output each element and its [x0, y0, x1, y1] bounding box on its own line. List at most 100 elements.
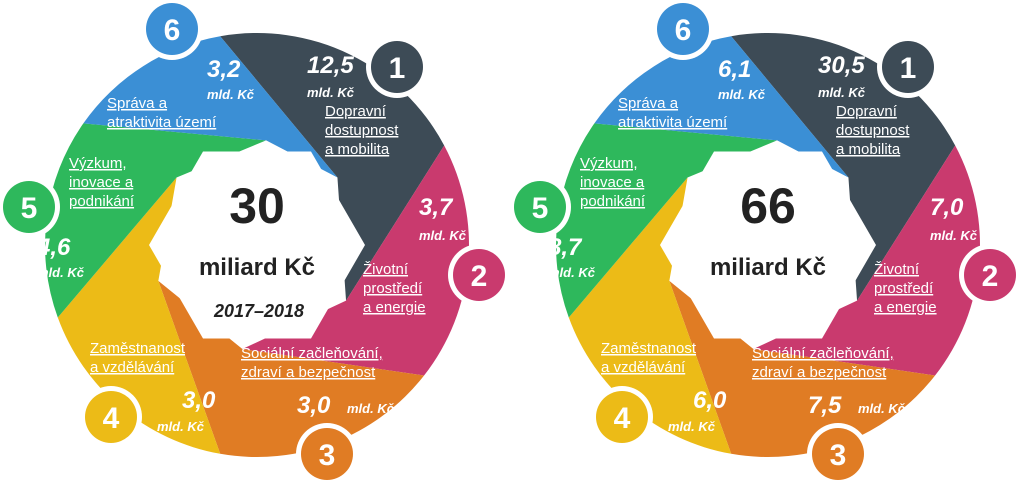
badge-5	[3, 181, 55, 233]
period-label: 2017–2018	[213, 301, 304, 321]
segment-3-unit: mld. Kč	[347, 401, 395, 416]
total-value: 30	[229, 178, 285, 234]
badge-number-5: 5	[21, 192, 38, 225]
badge-number-2: 2	[982, 260, 999, 293]
badge-1	[882, 41, 934, 93]
segment-1-link[interactable]: Dopravní	[325, 103, 387, 120]
segment-5	[556, 123, 778, 318]
segment-4	[568, 177, 732, 454]
badge-2	[453, 249, 505, 301]
segment-2-link[interactable]: Životní	[874, 261, 920, 278]
segment-5-value: 8,7	[548, 234, 583, 261]
segment-2-link[interactable]: a energie	[363, 299, 426, 316]
badge-6	[146, 3, 198, 55]
segment-4-link[interactable]: Zaměstnanost	[90, 340, 186, 357]
segment-3-unit: mld. Kč	[858, 401, 906, 416]
badge-number-1: 1	[900, 52, 917, 85]
segment-6-unit: mld. Kč	[718, 87, 766, 102]
segment-5-link[interactable]: Výzkum,	[69, 155, 127, 172]
badge-number-4: 4	[103, 402, 120, 435]
segment-3	[669, 280, 936, 457]
segment-4-link[interactable]: Zaměstnanost	[601, 340, 697, 357]
segment-2-value: 3,7	[419, 194, 454, 221]
badge-5	[514, 181, 566, 233]
badge-4	[85, 391, 137, 443]
segment-5-link[interactable]: podnikání	[69, 193, 135, 210]
segment-3-link[interactable]: zdraví a bezpečnost	[241, 364, 376, 381]
segment-1-link[interactable]: a mobilita	[325, 141, 390, 158]
segment-2-unit: mld. Kč	[930, 228, 978, 243]
segment-6-unit: mld. Kč	[207, 87, 255, 102]
segment-6-link[interactable]: Správa a	[107, 95, 168, 112]
segment-2-link[interactable]: prostředí	[363, 280, 423, 297]
segment-3	[158, 280, 425, 457]
segment-4-value: 3,0	[182, 387, 216, 414]
segment-1-unit: mld. Kč	[307, 85, 355, 100]
badge-6	[657, 3, 709, 55]
segment-5-unit: mld. Kč	[37, 265, 85, 280]
segment-6-value: 3,2	[207, 56, 241, 83]
diagram-2: 66 miliard Kč 30,5 mld. Kč Dopravní dostupnos…	[509, 0, 1021, 485]
segment-1-value: 12,5	[307, 52, 354, 79]
segment-1	[220, 32, 445, 301]
badge-3	[812, 428, 864, 480]
segment-1-link[interactable]: Dopravní	[836, 103, 898, 120]
segment-5	[44, 123, 267, 318]
segment-2-link[interactable]: a energie	[874, 299, 937, 316]
segment-6-link[interactable]: atraktivita území	[107, 114, 217, 131]
centre-hexagon	[660, 151, 876, 339]
badge-4	[596, 391, 648, 443]
badge-number-6: 6	[675, 14, 692, 47]
segment-4-unit: mld. Kč	[157, 419, 205, 434]
badge-number-5: 5	[532, 192, 549, 225]
segment-1-link[interactable]: dostupnost	[836, 122, 910, 139]
segment-5-link[interactable]: podnikání	[580, 193, 646, 210]
segment-6-link[interactable]: Správa a	[618, 95, 679, 112]
segment-2	[753, 145, 980, 376]
segment-5-value: 4,6	[36, 234, 71, 261]
badge-number-6: 6	[164, 14, 181, 47]
total-value: 66	[740, 178, 796, 234]
segment-1-link[interactable]: a mobilita	[836, 141, 901, 158]
segment-4-unit: mld. Kč	[668, 419, 716, 434]
segment-5-link[interactable]: inovace a	[580, 174, 645, 191]
segment-1-value: 30,5	[818, 52, 865, 79]
badge-number-4: 4	[614, 402, 631, 435]
segment-1	[731, 33, 956, 301]
badge-number-3: 3	[319, 439, 336, 472]
total-unit: miliard Kč	[199, 254, 315, 281]
segment-5-link[interactable]: Výzkum,	[580, 155, 638, 172]
diagram-1: 30 miliard Kč 2017–2018 12,5 mld. Kč Dopravní…	[0, 0, 510, 485]
segment-2-link[interactable]: Životní	[363, 261, 409, 278]
segment-6	[594, 36, 849, 178]
segment-2-unit: mld. Kč	[419, 228, 467, 243]
segment-5-unit: mld. Kč	[548, 265, 596, 280]
badge-3	[301, 428, 353, 480]
segment-3-value: 7,5	[808, 392, 842, 419]
total-unit: miliard Kč	[710, 254, 826, 281]
segment-6	[83, 36, 338, 178]
badge-2	[964, 249, 1016, 301]
segment-1-unit: mld. Kč	[818, 85, 866, 100]
badge-number-3: 3	[830, 439, 847, 472]
segment-3-value: 3,0	[297, 392, 331, 419]
badge-number-2: 2	[471, 260, 488, 293]
segment-2-link[interactable]: prostředí	[874, 280, 934, 297]
segment-6-value: 6,1	[718, 56, 751, 83]
segment-3-link[interactable]: Sociální začleňování,	[241, 345, 383, 362]
segment-4	[57, 177, 221, 454]
segment-5-link[interactable]: inovace a	[69, 174, 134, 191]
segment-4-link[interactable]: a vzdělávání	[90, 359, 175, 376]
badge-number-1: 1	[389, 52, 406, 85]
centre-hexagon	[149, 151, 365, 339]
segment-6-link[interactable]: atraktivita území	[618, 114, 728, 131]
segment-4-link[interactable]: a vzdělávání	[601, 359, 686, 376]
segment-1-link[interactable]: dostupnost	[325, 122, 399, 139]
segment-4-value: 6,0	[693, 387, 727, 414]
segment-2-value: 7,0	[930, 194, 964, 221]
segment-2	[242, 145, 470, 376]
segment-3-link[interactable]: zdraví a bezpečnost	[752, 364, 887, 381]
segment-3-link[interactable]: Sociální začleňování,	[752, 345, 894, 362]
